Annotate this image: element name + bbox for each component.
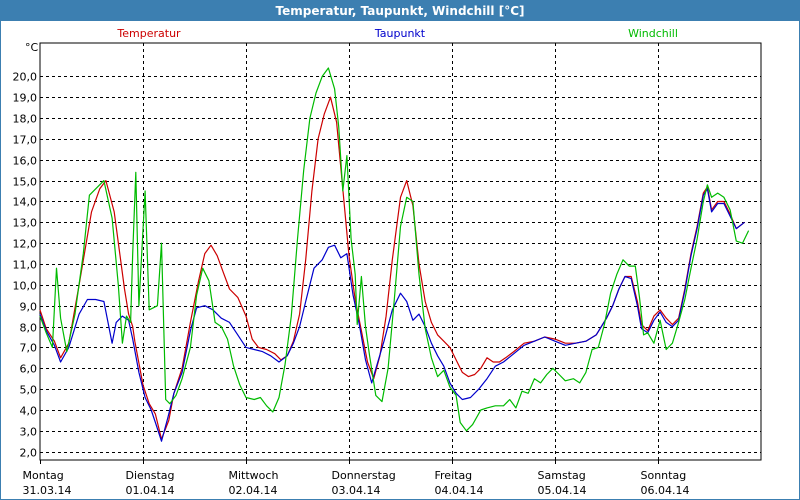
plot-frame (39, 42, 762, 461)
x-day-label: Dienstag (126, 469, 175, 482)
y-tick-label: 5,0 (20, 384, 38, 397)
series-layer (39, 67, 750, 442)
series-line-temperatur (39, 96, 745, 440)
grid-layer (40, 43, 761, 460)
x-date-label: 01.04.14 (126, 484, 175, 497)
x-day-label: Mittwoch (229, 469, 279, 482)
y-tick-label: 4,0 (20, 405, 38, 418)
x-day-label: Montag (23, 469, 64, 482)
y-tick-label: 20,0 (13, 71, 38, 84)
axis-layer: 2,0 3,0 4,0 5,0 6,0 7,0 8,0 9,0 10,0 11,0 12,0 13,0… (13, 41, 762, 497)
x-date-label: 02.04.14 (229, 484, 278, 497)
window-title: Temperatur, Taupunkt, Windchill [°C] (1, 1, 799, 21)
y-tick-label: 15,0 (13, 176, 38, 189)
x-date-label: 05.04.14 (538, 484, 587, 497)
y-tick-label: 8,0 (20, 322, 38, 335)
y-tick-label: 2,0 (20, 447, 38, 460)
x-date-label: 06.04.14 (641, 484, 690, 497)
x-date-label: 31.03.14 (23, 484, 72, 497)
x-day-label: Freitag (435, 469, 473, 482)
x-day-label: Sonntag (641, 469, 687, 482)
y-tick-label: 10,0 (13, 280, 38, 293)
y-tick-label: 19,0 (13, 92, 38, 105)
y-tick-label: 14,0 (13, 196, 38, 209)
x-date-label: 04.04.14 (435, 484, 484, 497)
legend-temperatur: Temperatur (116, 27, 181, 40)
y-tick-label: 11,0 (13, 259, 38, 272)
y-tick-label: 12,0 (13, 238, 38, 251)
x-day-label: Donnerstag (332, 469, 396, 482)
x-date-label: 03.04.14 (332, 484, 381, 497)
y-tick-label: 6,0 (20, 363, 38, 376)
legend-layer: Temperatur Taupunkt Windchill (116, 27, 678, 40)
y-tick-label: 9,0 (20, 301, 38, 314)
series-line-windchill (39, 67, 750, 432)
y-tick-label: 7,0 (20, 342, 38, 355)
y-tick-label: 17,0 (13, 134, 38, 147)
y-tick-label: 16,0 (13, 155, 38, 168)
series-line-taupunkt (39, 188, 745, 442)
y-tick-label: 18,0 (13, 113, 38, 126)
y-tick-label: 3,0 (20, 426, 38, 439)
legend-taupunkt: Taupunkt (374, 27, 426, 40)
y-tick-label: 13,0 (13, 217, 38, 230)
legend-windchill: Windchill (628, 27, 678, 40)
x-day-label: Samstag (538, 469, 586, 482)
y-axis-unit: °C (25, 41, 39, 54)
